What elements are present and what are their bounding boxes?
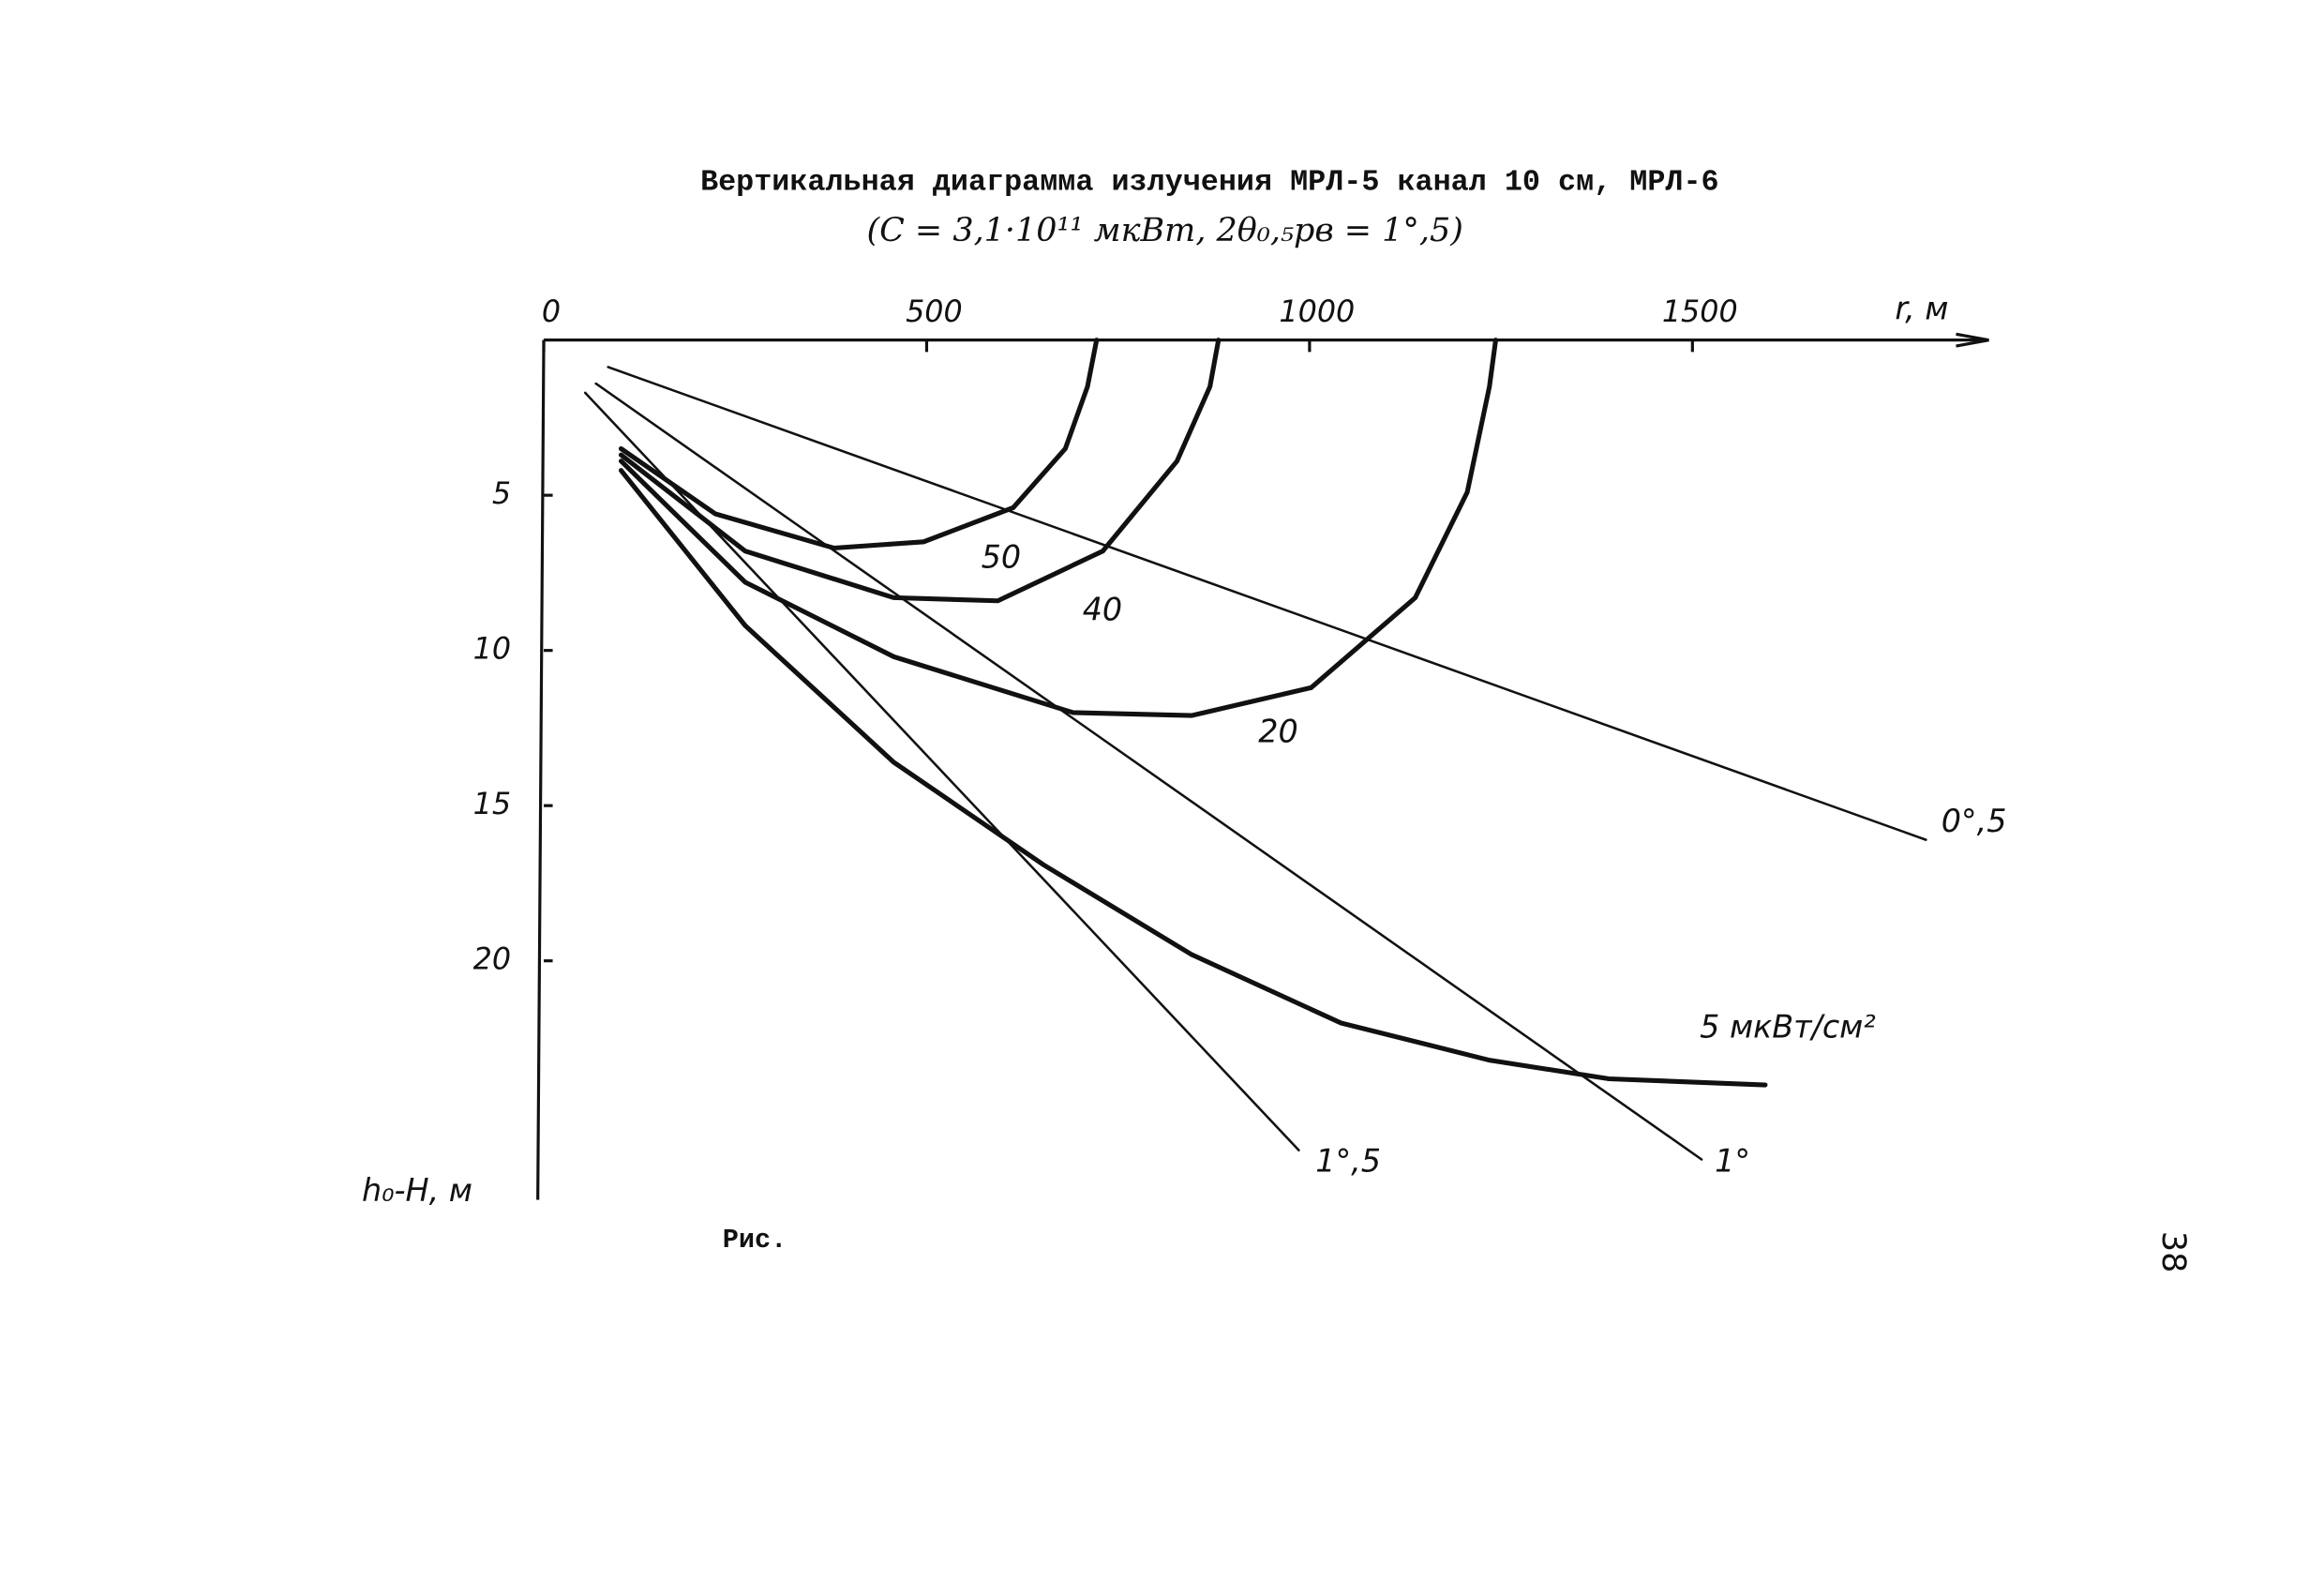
y-tick-label: 15: [473, 788, 511, 821]
series-label: 0°,5: [1942, 803, 2007, 839]
x-tick-label: 500: [906, 295, 963, 329]
series-line: [618, 468, 1768, 1088]
x-tick-label: 0: [542, 295, 561, 329]
series-label: 1°,5: [1315, 1142, 1381, 1179]
y-tick-label: 20: [473, 943, 511, 977]
series-line: [594, 382, 1703, 1161]
chart-subtitle: (C = 3,1·10¹¹ мкВт, 2θ₀,₅рв = 1°,5): [866, 212, 1462, 249]
series-line: [607, 366, 1927, 841]
series-line: [583, 391, 1300, 1151]
y-axis: [536, 339, 546, 1200]
page-number: 38: [2154, 1231, 2192, 1272]
series-label: 5 мкВт/см²: [1700, 1008, 1876, 1045]
y-tick-label: 5: [492, 477, 511, 511]
series-label: 50: [982, 539, 1021, 576]
series-line: [618, 338, 1222, 604]
chart-title: Вертикальная диаграмма излучения МРЛ-5 к…: [700, 166, 1719, 200]
caption: Рис.: [723, 1225, 787, 1256]
x-axis-arrow: [1956, 332, 1989, 348]
x-axis-label: r, м: [1895, 290, 1948, 326]
series-line: [618, 338, 1100, 551]
series-label: 1°: [1715, 1142, 1750, 1179]
x-tick-label: 1000: [1279, 295, 1355, 329]
x-tick-label: 1500: [1662, 295, 1738, 329]
series-label: 40: [1083, 591, 1122, 627]
y-axis-label: h₀-H, м: [362, 1172, 472, 1209]
series-label: 20: [1258, 714, 1297, 750]
y-tick-label: 10: [473, 633, 511, 667]
series-line: [618, 338, 1499, 718]
